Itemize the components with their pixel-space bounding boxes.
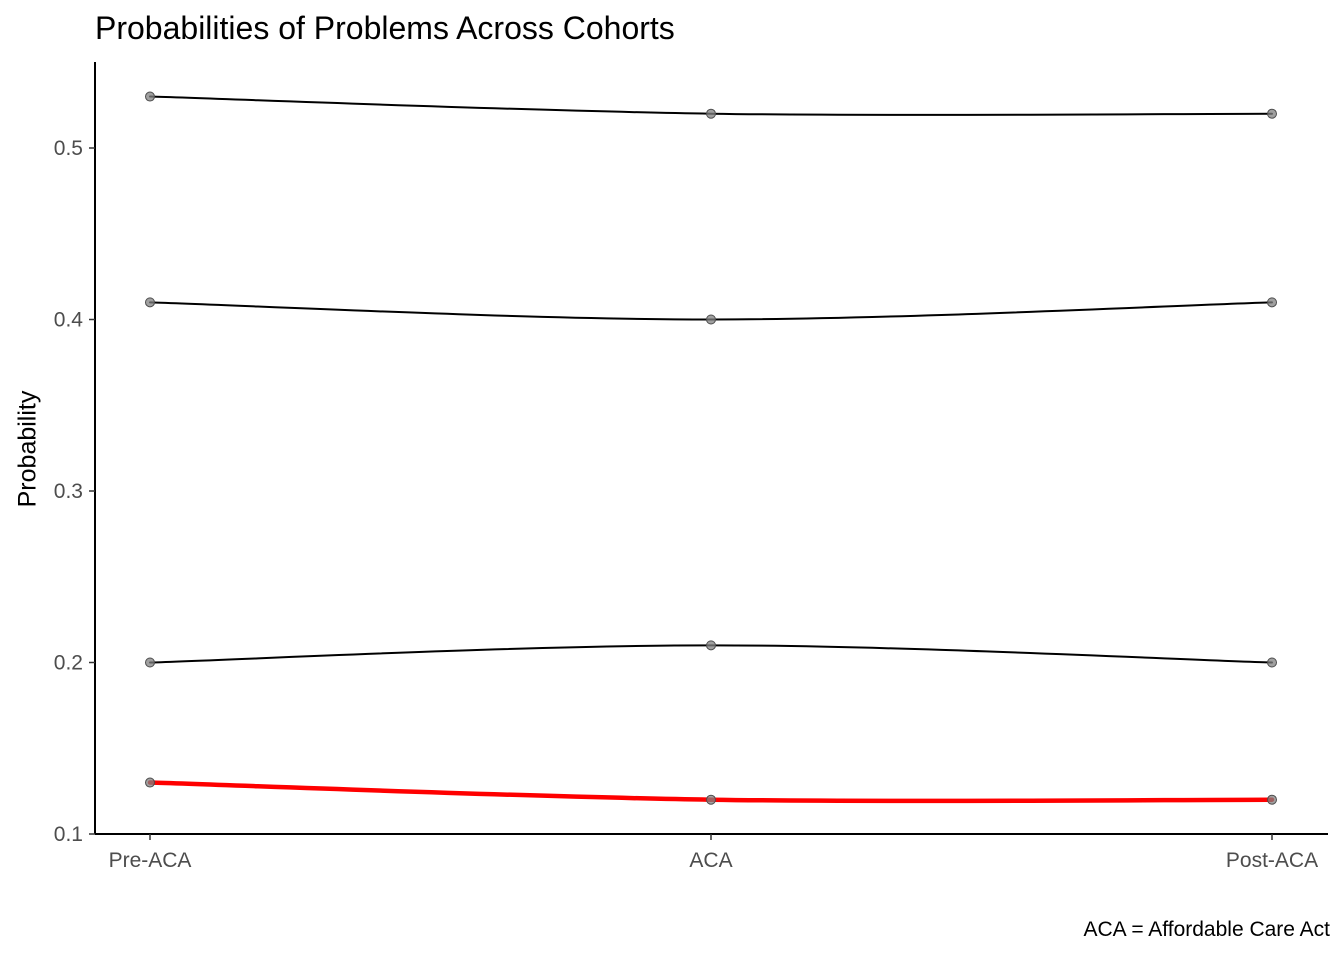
- data-point-s1-3: [1267, 108, 1277, 119]
- y-tick-label: 0.4: [54, 309, 84, 332]
- x-tick-label: ACA: [689, 849, 732, 872]
- series-lines: [147, 95, 1275, 804]
- y-tick-label: 0.5: [54, 137, 83, 160]
- y-tick-label: 0.1: [54, 823, 83, 846]
- data-point-s1-2: [706, 108, 716, 119]
- series-points: [145, 91, 1277, 805]
- data-point-s2-3: [1267, 297, 1277, 308]
- x-tick-label: Post-ACA: [1226, 849, 1318, 872]
- data-point-s3-2: [706, 640, 716, 651]
- data-point-s2-1: [145, 297, 155, 308]
- data-point-s1-1: [145, 91, 155, 102]
- axes: [94, 62, 1328, 835]
- chart-caption: ACA = Affordable Care Act: [1083, 918, 1330, 941]
- ticks: 0.1 0.2 0.3 0.4 0.5 Pre-ACA ACA Post-ACA: [54, 137, 1318, 872]
- data-point-s4-2: [706, 794, 716, 805]
- data-point-s4-1: [145, 777, 155, 788]
- data-point-s3-3: [1267, 657, 1277, 668]
- data-point-s2-2: [706, 314, 716, 325]
- data-point-s4-3: [1267, 794, 1277, 805]
- x-tick-label: Pre-ACA: [109, 849, 192, 872]
- chart-title: Probabilities of Problems Across Cohorts: [95, 10, 675, 46]
- data-point-s3-1: [145, 657, 155, 668]
- y-tick-label: 0.2: [54, 652, 83, 675]
- y-tick-label: 0.3: [54, 480, 83, 503]
